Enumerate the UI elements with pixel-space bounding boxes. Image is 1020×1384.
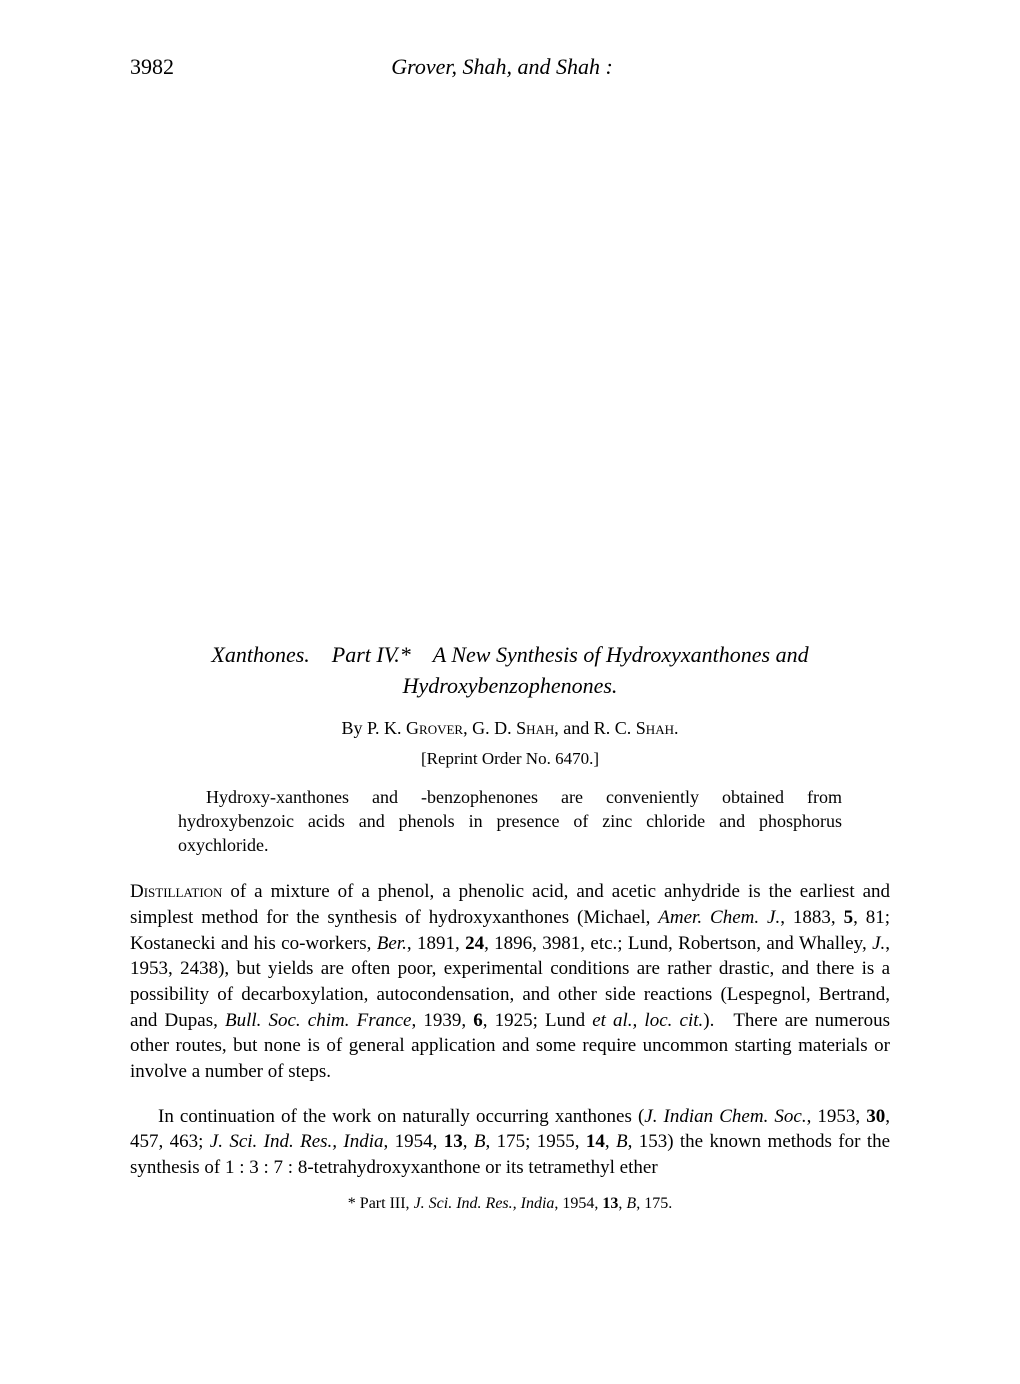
p2-b3: 14 [586,1131,605,1152]
p1-i4: Bull. Soc. chim. France [225,1010,412,1031]
p2-b2: 13 [444,1131,463,1152]
title-line-1: Xanthones. Part IV.* A New Synthesis of … [211,642,808,667]
p2-b: , 1953, [807,1106,867,1127]
paragraph-2: In continuation of the work on naturally… [130,1104,890,1181]
body-text: Distillation of a mixture of a phenol, a… [130,879,890,1180]
page-header: 3982 Grover, Shah, and Shah : [130,54,890,80]
p2-d: , 1954, [384,1131,444,1152]
author-name-2: R. C. Shah. [594,718,679,738]
authors-line: By P. K. Grover, G. D. Shah, and R. C. S… [130,718,890,739]
reprint-order: [Reprint Order No. 6470.] [130,749,890,769]
article-title: Xanthones. Part IV.* A New Synthesis of … [130,640,890,702]
author-name-1: P. K. Grover, G. D. Shah, [367,718,559,738]
authors-by: By [342,718,368,738]
p2-i3: B [474,1131,486,1152]
fn-a: * Part III, [348,1195,414,1212]
p1-b1: 5 [844,907,854,928]
running-head: Grover, Shah, and Shah : [114,54,890,80]
p1-lead: Distillation [130,881,222,902]
p1-b: , 1883, [780,907,843,928]
p1-g: , 1939, [411,1010,473,1031]
p1-i3: J. [872,933,885,954]
p2-e: , [463,1131,474,1152]
p1-e: , 1896, 3981, etc.; Lund, Robertson, and… [484,933,872,954]
p1-d: , 1891, [407,933,465,954]
p2-g: , [605,1131,616,1152]
p1-h: , 1925; Lund [483,1010,593,1031]
p2-i4: B [616,1131,628,1152]
fn-i1: J. Sci. Ind. Res., India [414,1195,555,1212]
p1-b3: 6 [473,1010,483,1031]
p1-i5: et al., loc. cit. [592,1010,703,1031]
p2-a: In continuation of the work on naturally… [158,1106,644,1127]
p1-i2: Ber. [377,933,407,954]
authors-and: and [559,718,594,738]
abstract: Hydroxy-xanthones and -benzophenones are… [178,785,842,858]
p2-b1: 30 [866,1106,885,1127]
fn-b1: 13 [602,1195,618,1212]
fn-b: , 1954, [554,1195,602,1212]
p2-f: , 175; 1955, [485,1131,585,1152]
fn-i2: B [626,1195,636,1212]
p1-i1: Amer. Chem. J. [658,907,780,928]
footnote: * Part III, J. Sci. Ind. Res., India, 19… [130,1195,890,1213]
fn-d: , 175. [636,1195,672,1212]
p2-i2: J. Sci. Ind. Res., India [210,1131,384,1152]
abstract-text: Hydroxy-xanthones and -benzophenones are… [178,785,842,858]
p1-b2: 24 [465,933,484,954]
title-line-2: Hydroxybenzophenones. [403,673,618,698]
p2-i1: J. Indian Chem. Soc. [644,1106,806,1127]
paragraph-1: Distillation of a mixture of a phenol, a… [130,879,890,1084]
